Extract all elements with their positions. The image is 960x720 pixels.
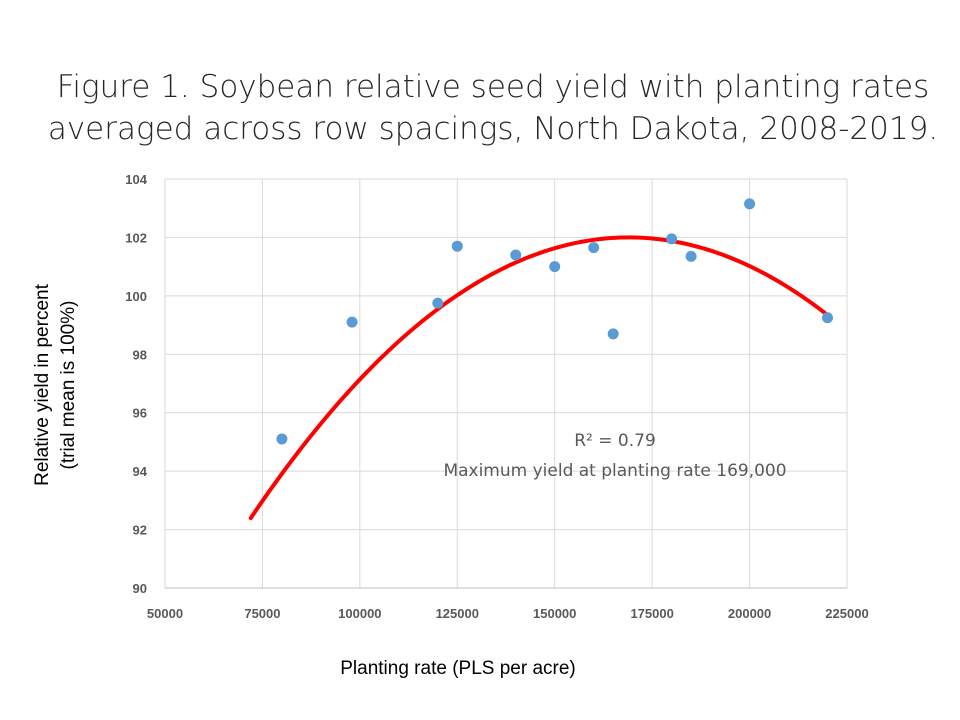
x-tick-label: 100000 xyxy=(338,606,381,621)
x-tick-label: 225000 xyxy=(825,606,868,621)
y-tick-label: 90 xyxy=(133,581,147,596)
y-tick-label: 96 xyxy=(133,406,147,421)
data-point xyxy=(510,249,522,261)
data-point xyxy=(607,328,619,340)
x-axis-label: Planting rate (PLS per acre) xyxy=(340,658,576,679)
data-point xyxy=(588,242,600,254)
data-point xyxy=(685,250,697,262)
x-tick-label: 50000 xyxy=(147,606,183,621)
data-point xyxy=(451,240,463,252)
x-tick-label: 75000 xyxy=(244,606,280,621)
y-tick-label: 94 xyxy=(133,464,148,479)
chart-title-line-2: averaged across row spacings, North Dako… xyxy=(47,111,939,147)
data-point xyxy=(744,198,756,210)
x-tick-label: 125000 xyxy=(436,606,479,621)
data-point xyxy=(432,297,444,309)
y-tick-label: 104 xyxy=(125,172,147,187)
y-tick-labels: 90 92 94 96 98 100 102 104 xyxy=(125,172,147,596)
y-tick-label: 102 xyxy=(125,230,147,245)
data-point xyxy=(666,233,678,245)
data-point xyxy=(276,433,288,445)
y-tick-label: 98 xyxy=(133,347,147,362)
r-squared-annotation: R² = 0.79 xyxy=(574,431,656,451)
trendline xyxy=(248,235,830,521)
chart-title-line-1: Figure 1. Soybean relative seed yield wi… xyxy=(56,69,930,105)
data-point xyxy=(822,312,834,324)
data-point xyxy=(549,261,561,273)
data-points xyxy=(276,198,834,445)
gridlines xyxy=(164,178,848,588)
trendline-group xyxy=(248,235,830,521)
x-tick-labels: 50000 75000 100000 125000 150000 175000 200000… xyxy=(147,606,869,621)
y-tick-label: 100 xyxy=(125,289,147,304)
data-point xyxy=(346,316,358,328)
chart-title: Figure 1. Soybean relative seed yield wi… xyxy=(0,66,960,150)
maximum-yield-annotation: Maximum yield at planting rate 169,000 xyxy=(443,461,786,481)
annotations: R² = 0.79 Maximum yield at planting rate … xyxy=(443,431,786,481)
x-tick-label: 150000 xyxy=(533,606,576,621)
y-tick-label: 92 xyxy=(133,523,147,538)
x-tick-label: 200000 xyxy=(728,606,771,621)
x-tick-label: 175000 xyxy=(630,606,673,621)
